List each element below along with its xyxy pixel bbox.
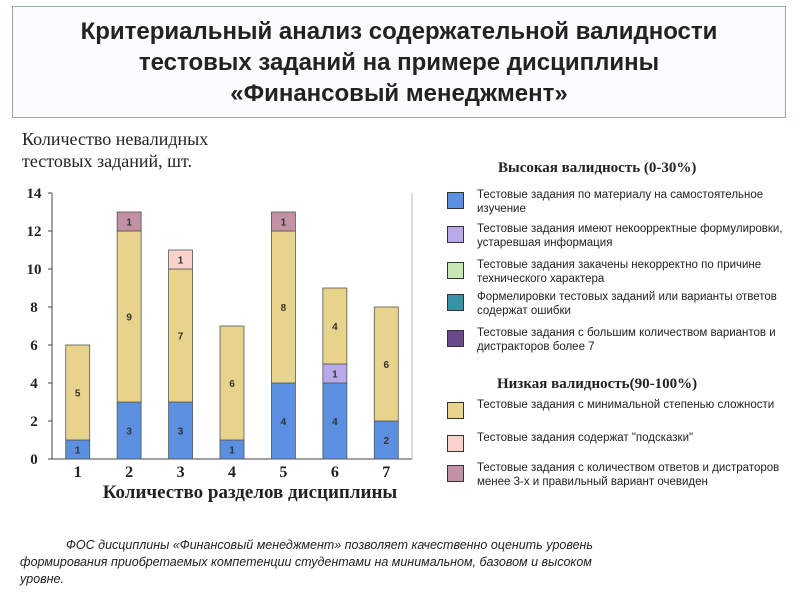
legend-item-label: Тестовые задания содержат "подсказки" [477,432,694,444]
bar-segment [322,287,348,365]
title-box: Критериальный анализ содержательной вали… [12,6,786,118]
bar-data-label: 4 [281,417,287,428]
legend-item-hints: Тестовые задания содержат "подсказки" [447,431,787,467]
bar-data-label: 8 [281,303,287,314]
x-category-label: 5 [279,464,287,481]
legend-low-validity-header: Низкая валидность(90-100%) [497,376,698,392]
x-axis-label: Количество разделов дисциплины [102,482,398,503]
y-tick-label: 14 [27,186,43,202]
legend-item-many-distractors: Тестовые задания с большим количеством в… [447,326,787,362]
bar-segment [271,211,296,232]
legend-swatch-teal [447,294,464,311]
bar-segment [116,211,142,232]
bar-segment [168,401,193,460]
title-line-3: «Финансовый менеджмент» [230,79,568,107]
legend-item-label: Формелировки тестовых заданий или вариан… [477,291,777,317]
y-tick-label: 2 [30,414,38,430]
bar-data-label: 3 [178,427,184,438]
title-line-2: тестовых заданий на примере дисциплины [138,48,660,76]
x-category-label: 3 [177,464,185,481]
title-line-1: Критериальный анализ содержательной вали… [80,17,718,45]
bar-segment [116,401,142,460]
legend-swatch-blue [447,192,464,209]
bar-data-label: 4 [332,417,338,428]
bar-segment [373,306,399,422]
x-category-label: 6 [331,464,339,481]
legend-item-errors: Формелировки тестовых заданий или вариан… [447,290,787,326]
x-category-label: 1 [74,464,82,481]
bar-data-label: 7 [178,332,184,343]
bar-data-label: 5 [75,389,81,400]
legend-swatch-purple [447,330,464,347]
legend-item-technical-upload: Тестовые задания закачены некорректно по… [447,258,787,294]
bar-data-label: 1 [75,446,81,457]
legend-swatch-mauve [447,465,464,482]
bar-data-label: 6 [229,379,235,390]
bar-segment [271,230,296,384]
legend-high-validity-header: Высокая валидность (0-30%) [498,160,697,176]
y-tick-label: 8 [30,300,38,316]
y-tick-label: 0 [30,452,38,468]
legend-item-label: Тестовые задания с количеством ответов и… [477,462,780,488]
bar-data-label: 4 [332,322,338,333]
legend-item-minimal-difficulty: Тестовые задания с минимальной степенью … [447,398,787,434]
bar-data-label: 1 [332,370,338,381]
y-tick-label: 6 [30,338,38,354]
legend-item-label: Тестовые задания с большим количеством в… [477,327,776,353]
x-category-label: 4 [228,464,236,481]
bar-data-label: 2 [384,436,390,447]
y-tick-label: 4 [30,376,38,392]
legend-swatch-light-green [447,262,464,279]
footer-line-3: уровне. [20,572,64,586]
bar-segment [373,420,399,460]
y-tick-label: 12 [27,224,42,240]
legend-item-label: Тестовые задания с минимальной степенью … [477,399,775,411]
y-tick-label: 10 [27,262,42,278]
bar-data-label: 3 [126,427,132,438]
bar-segment [271,382,296,460]
legend-item-label: Тестовые задания по материалу на самосто… [477,189,764,215]
legend-item-label: Тестовые задания имеют некоорректные фор… [477,223,783,249]
bar-segment [65,344,91,441]
legend-item-self-study: Тестовые задания по материалу на самосто… [447,188,787,224]
x-category-label: 2 [125,464,133,481]
bar-segment [168,249,193,270]
legend-swatch-lavender [447,226,464,243]
bar-data-label: 6 [384,360,390,371]
bar-data-label: 1 [229,446,235,457]
footer-note: ФОС дисциплины «Финансовый менеджмент» п… [20,537,760,588]
footer-line-2: формирования приобретаемых компетенции с… [20,555,592,569]
legend-item-incorrect-wording: Тестовые задания имеют некоорректные фор… [447,222,787,258]
bar-data-label: 1 [178,256,184,267]
legend-item-few-answers: Тестовые задания с количеством ответов и… [447,461,787,509]
legend-swatch-light-pink [447,435,464,452]
bar-data-label: 9 [126,313,132,324]
bar-data-label: 1 [126,218,132,229]
bar-segment [116,230,142,403]
x-category-label: 7 [382,464,390,481]
bar-segment [219,325,245,441]
footer-line-1: ФОС дисциплины «Финансовый менеджмент» п… [66,538,594,552]
legend-swatch-khaki [447,402,464,419]
y-axis-label: Количество невалидных тестовых заданий, … [22,129,209,171]
legend-item-label: Тестовые задания закачены некорректно по… [477,259,762,285]
bar-segment [322,382,348,460]
bar-data-label: 1 [281,218,287,229]
